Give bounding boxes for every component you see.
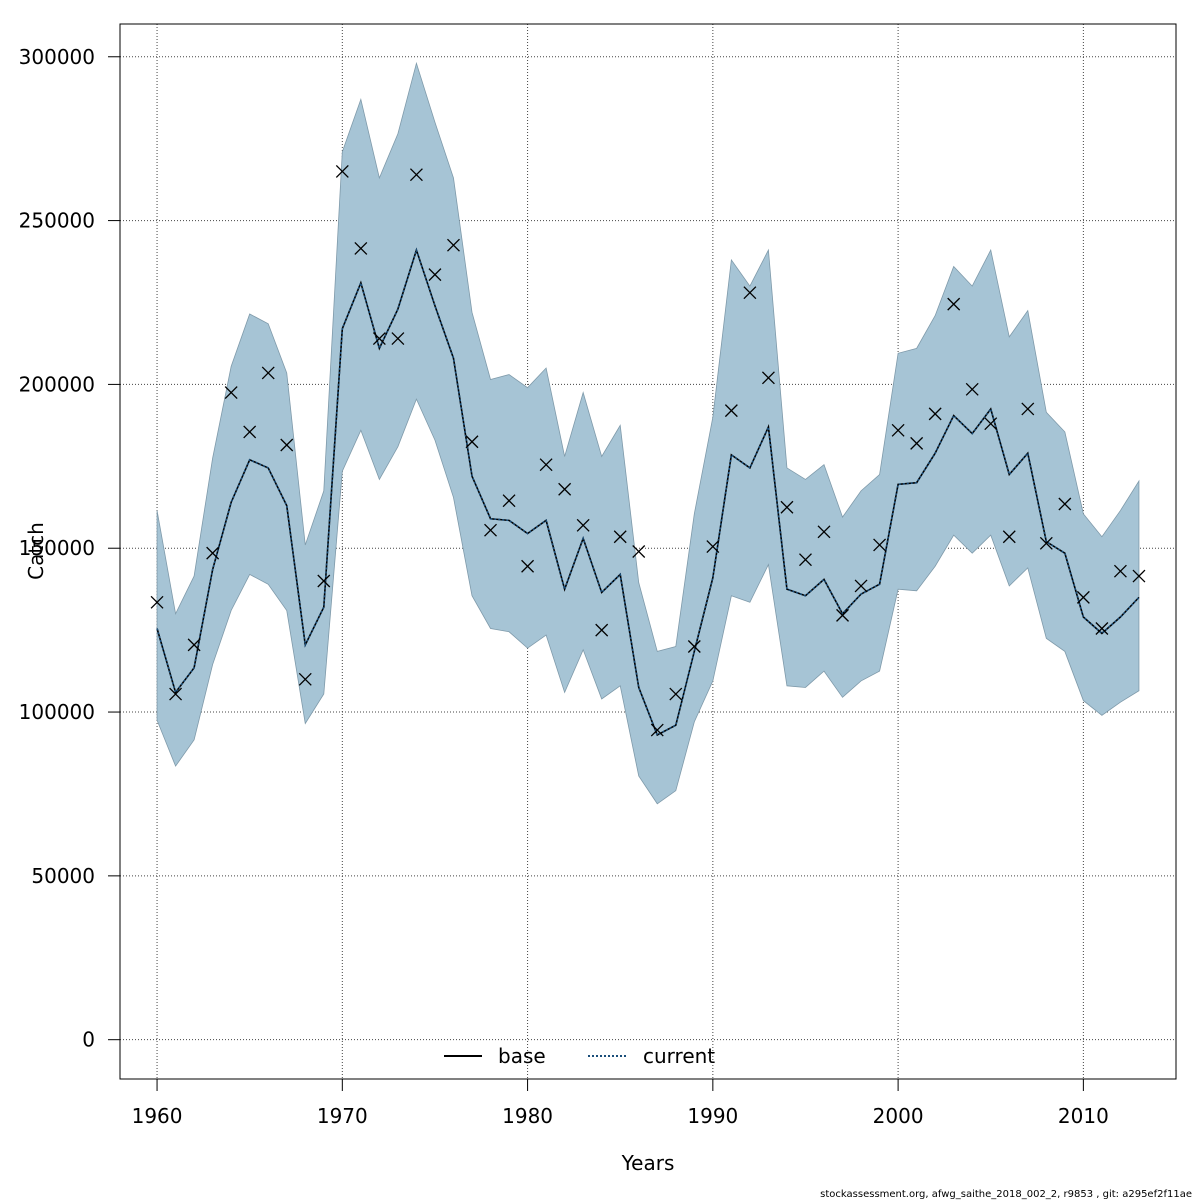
- observation-marker-1971: [354, 241, 368, 255]
- observation-marker-1989: [687, 640, 701, 653]
- observation-marker-1970: [335, 164, 349, 178]
- observation-marker-2006: [1002, 530, 1016, 544]
- observation-marker-1987: [650, 723, 664, 737]
- observation-marker-2001: [910, 436, 924, 450]
- observation-marker-1992: [743, 286, 757, 300]
- observation-marker-2009: [1058, 497, 1072, 511]
- legend: base current: [444, 1044, 715, 1068]
- confidence-band-group: [156, 61, 1140, 805]
- observation-marker-1972: [372, 332, 386, 345]
- y-tick-label-300000: 300000: [19, 45, 95, 69]
- observation-marker-1964: [224, 386, 238, 400]
- x-tick-label-1970: 1970: [317, 1104, 368, 1128]
- observation-marker-1976: [447, 238, 460, 252]
- observation-marker-1975: [428, 268, 442, 282]
- y-axis: 0 50000 100000 150000 200000 250000 300000: [19, 45, 121, 1052]
- observation-marker-2013: [1132, 569, 1146, 583]
- observation-marker-1986: [632, 545, 646, 558]
- observation-marker-1967: [280, 438, 294, 452]
- x-tick-label-1990: 1990: [687, 1104, 738, 1128]
- observation-marker-1962: [187, 638, 201, 652]
- x-tick-label-1980: 1980: [502, 1104, 553, 1128]
- confidence-band: [156, 61, 1140, 805]
- footer-credit: stockassessment.org, afwg_saithe_2018_00…: [820, 1189, 1192, 1200]
- observation-marker-2010: [1076, 590, 1090, 604]
- observation-marker-2000: [891, 423, 905, 437]
- observation-markers: [150, 164, 1146, 737]
- observation-marker-1974: [409, 168, 423, 182]
- observation-marker-2004: [965, 382, 979, 396]
- observation-marker-2008: [1039, 536, 1053, 550]
- y-tick-label-100000: 100000: [19, 700, 95, 724]
- observation-marker-1983: [576, 518, 590, 532]
- x-axis: 1960 1970 1980 1990 2000 2010: [132, 1078, 1109, 1128]
- x-tick-label-2000: 2000: [873, 1104, 924, 1128]
- observation-marker-1984: [595, 623, 609, 637]
- observation-marker-1978: [484, 523, 497, 537]
- y-tick-label-50000: 50000: [31, 864, 95, 888]
- x-tick-label-1960: 1960: [132, 1104, 183, 1128]
- observation-marker-2003: [947, 297, 961, 311]
- observation-marker-2007: [1021, 402, 1035, 416]
- observation-marker-1979: [502, 494, 516, 508]
- observation-marker-1997: [836, 608, 849, 622]
- observation-marker-1963: [206, 546, 220, 560]
- series-line-current: [156, 247, 1140, 737]
- observation-marker-1996: [817, 525, 831, 539]
- observation-marker-1977: [465, 435, 479, 449]
- legend-label-current: current: [643, 1044, 715, 1068]
- y-tick-label-200000: 200000: [19, 372, 95, 396]
- observation-marker-1998: [854, 579, 868, 593]
- observation-marker-1991: [724, 404, 738, 418]
- observation-marker-1988: [669, 687, 683, 701]
- observation-marker-1999: [873, 538, 887, 552]
- observation-marker-1990: [706, 540, 720, 554]
- x-tick-label-2010: 2010: [1058, 1104, 1109, 1128]
- observation-marker-1960: [150, 595, 164, 609]
- observation-marker-1965: [243, 425, 257, 439]
- observation-marker-1993: [761, 371, 775, 385]
- observation-marker-1995: [799, 553, 812, 567]
- observation-marker-1969: [317, 574, 331, 588]
- x-axis-title: Years: [621, 1151, 675, 1175]
- y-tick-label-150000: 150000: [19, 536, 95, 560]
- observation-marker-1994: [780, 500, 794, 514]
- observation-marker-1985: [613, 530, 627, 544]
- observation-marker-2005: [984, 417, 998, 431]
- observation-marker-1981: [539, 458, 553, 472]
- y-tick-label-250000: 250000: [19, 209, 95, 233]
- observation-marker-1973: [391, 332, 405, 345]
- observation-marker-1966: [261, 366, 275, 380]
- observation-marker-2011: [1095, 622, 1109, 635]
- observation-marker-2002: [928, 407, 942, 421]
- observation-marker-2012: [1113, 564, 1127, 578]
- legend-label-base: base: [498, 1044, 546, 1068]
- y-tick-label-0: 0: [82, 1028, 95, 1052]
- observation-marker-1968: [298, 672, 312, 686]
- series-group: [156, 247, 1140, 737]
- observation-marker-1982: [558, 482, 572, 496]
- y-axis-title: Catch: [24, 522, 48, 580]
- observation-marker-1961: [169, 687, 183, 701]
- observation-marker-1980: [521, 559, 535, 573]
